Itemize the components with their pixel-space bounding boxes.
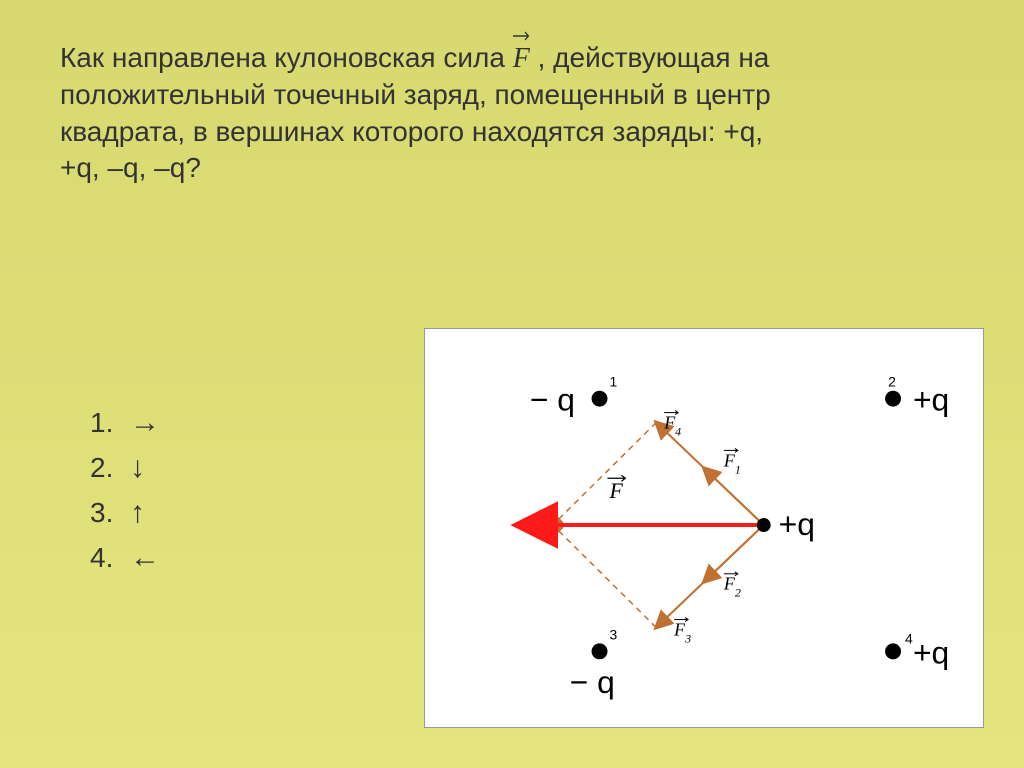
question-line1-pre: Как направлена кулоновская сила bbox=[60, 42, 513, 73]
arrow-left-icon: ← bbox=[130, 535, 160, 580]
svg-text:+q: +q bbox=[913, 634, 949, 670]
option-4: 4. ← bbox=[90, 535, 160, 580]
force-vector-symbol: F bbox=[513, 41, 530, 77]
arrow-up-icon: ↑ bbox=[130, 490, 145, 535]
svg-text:F2: F2 bbox=[723, 574, 741, 600]
svg-text:1: 1 bbox=[609, 374, 617, 390]
option-1: 1. → bbox=[90, 400, 160, 445]
svg-text:F4: F4 bbox=[663, 413, 681, 439]
force-diagram: F1F4F2F3F+q− q1+q2− q3+q4 bbox=[424, 328, 984, 728]
svg-text:3: 3 bbox=[609, 626, 617, 642]
svg-text:F3: F3 bbox=[673, 619, 691, 645]
svg-text:+q: +q bbox=[913, 382, 949, 418]
arrow-right-icon: → bbox=[130, 400, 160, 445]
option-3: 3. ↑ bbox=[90, 490, 160, 535]
svg-text:− q: − q bbox=[570, 664, 615, 700]
svg-text:4: 4 bbox=[905, 630, 913, 646]
svg-text:− q: − q bbox=[530, 382, 575, 418]
answer-options: 1. → 2. ↓ 3. ↑ 4. ← bbox=[90, 400, 160, 580]
question-line1-post: , bbox=[538, 42, 546, 73]
option-2: 2. ↓ bbox=[90, 445, 160, 490]
svg-text:2: 2 bbox=[888, 374, 896, 390]
arrow-down-icon: ↓ bbox=[130, 445, 145, 490]
svg-text:F: F bbox=[608, 478, 623, 503]
svg-text:F1: F1 bbox=[723, 450, 741, 476]
question-block: Как направлена кулоновская сила F , дейс… bbox=[60, 40, 780, 187]
svg-text:+q: +q bbox=[779, 506, 815, 542]
